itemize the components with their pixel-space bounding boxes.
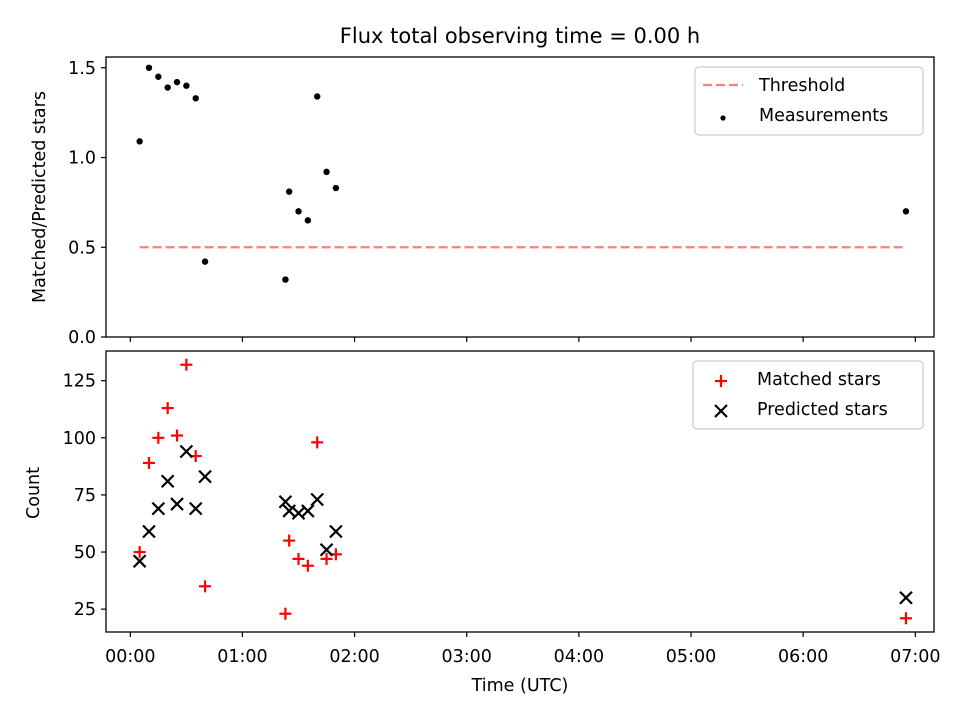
measurement-point xyxy=(201,258,209,265)
measurement-point xyxy=(304,217,312,224)
predicted-star-point xyxy=(278,495,293,509)
predicted-star-mark-b xyxy=(329,524,343,539)
chart-title: Flux total observing time = 0.00 h xyxy=(340,24,700,48)
measurement-point xyxy=(282,276,289,283)
measurement-point xyxy=(323,168,330,176)
top-y-tick-label: 0.5 xyxy=(68,238,96,258)
measurement-point xyxy=(192,95,199,102)
predicted-star-mark-b xyxy=(160,474,175,488)
x-tick-label: 06:00 xyxy=(778,647,828,667)
top-y-axis-label: Matched/Predicted stars xyxy=(30,91,50,303)
matched-star-point xyxy=(301,559,314,572)
top-legend: Threshold Measurements xyxy=(694,66,924,136)
measurement-point xyxy=(136,138,143,145)
legend-label: Measurements xyxy=(759,106,888,126)
x-tick-label: 05:00 xyxy=(666,647,716,667)
measurement-point xyxy=(183,82,190,89)
legend-matched-swatch xyxy=(715,375,727,387)
measurement-point xyxy=(902,208,910,215)
matched-star-point xyxy=(133,546,146,559)
bottom-y-tick-label: 50 xyxy=(74,543,96,563)
bottom-panel: 25 50 75 100 125 00:00 01:00 02:00 03:00 04:00 05:… xyxy=(63,350,941,667)
predicted-star-mark-b xyxy=(151,501,166,516)
x-tick-label: 04:00 xyxy=(554,647,604,667)
predicted-star-mark-b xyxy=(188,501,203,516)
measurement-point xyxy=(314,93,321,100)
bottom-y-tick-label: 125 xyxy=(63,372,96,392)
bottom-legend: Matched stars Predicted stars xyxy=(692,360,924,430)
x-tick-label: 00:00 xyxy=(105,647,155,667)
matched-star-point xyxy=(279,607,292,620)
matched-star-point xyxy=(171,429,184,442)
matched-star-point xyxy=(320,552,333,565)
predicted-star-point xyxy=(151,501,166,516)
measurement-point xyxy=(145,64,153,71)
predicted-star-point xyxy=(170,497,184,511)
predicted-star-mark-b xyxy=(179,444,194,459)
x-tick-label: 02:00 xyxy=(329,647,379,667)
predicted-star-mark-b xyxy=(310,492,324,507)
bottom-y-tick-label: 100 xyxy=(63,429,96,449)
bottom-legend-box xyxy=(692,360,924,430)
predicted-star-mark-b xyxy=(170,497,184,511)
bottom-axes-frame xyxy=(105,350,935,633)
predicted-star-mark-b xyxy=(278,495,293,509)
predicted-star-mark-b xyxy=(142,524,156,539)
predicted-star-point xyxy=(198,469,212,484)
matched-star-point xyxy=(180,358,193,371)
measurement-point xyxy=(155,73,162,80)
bottom-y-tick-label: 25 xyxy=(74,600,96,620)
legend-measurement-swatch xyxy=(720,115,726,121)
legend-label: Matched stars xyxy=(757,370,881,390)
bottom-y-tick-label: 75 xyxy=(74,486,96,506)
predicted-star-point xyxy=(329,524,343,539)
predicted-star-mark-b xyxy=(198,469,212,484)
matched-star-point xyxy=(199,580,212,593)
matched-star-point xyxy=(161,402,174,415)
predicted-star-mark-b xyxy=(291,506,306,520)
matched-star-point xyxy=(292,552,305,565)
predicted-star-mark-b xyxy=(132,554,147,568)
matched-star-point xyxy=(142,456,155,469)
top-y-tick-label: 1.5 xyxy=(68,59,96,79)
predicted-star-mark-b xyxy=(319,542,334,557)
matched-star-point xyxy=(899,612,912,625)
legend-label: Threshold xyxy=(758,76,845,96)
predicted-star-point xyxy=(142,524,156,539)
measurement-point xyxy=(164,84,171,91)
x-tick-label: 01:00 xyxy=(217,647,267,667)
measurement-point xyxy=(295,208,302,215)
top-y-tick-label: 0.0 xyxy=(68,328,96,348)
predicted-star-point xyxy=(310,492,324,507)
measurement-point xyxy=(173,78,181,86)
predicted-star-point xyxy=(301,504,315,518)
predicted-star-mark-b xyxy=(899,590,913,605)
predicted-star-mark-b xyxy=(301,504,315,518)
predicted-star-point xyxy=(179,444,194,459)
bottom-y-axis-label: Count xyxy=(24,467,44,519)
top-axes-frame xyxy=(105,56,935,338)
top-panel: 0.0 0.5 1.0 1.5 Threshold Measurements xyxy=(68,56,935,348)
matched-star-point xyxy=(152,431,165,444)
predicted-star-point xyxy=(188,501,203,516)
matched-star-point xyxy=(311,436,324,449)
matched-star-point xyxy=(283,534,296,547)
predicted-star-point xyxy=(899,590,913,605)
top-legend-box xyxy=(694,66,924,136)
measurement-point xyxy=(285,188,293,195)
x-axis-label: Time (UTC) xyxy=(471,676,569,696)
x-tick-label: 03:00 xyxy=(442,647,492,667)
legend-label: Predicted stars xyxy=(757,400,888,420)
legend-predicted-swatch-b xyxy=(714,404,728,418)
predicted-star-point xyxy=(160,474,175,488)
predicted-star-point xyxy=(319,542,334,557)
legend-predicted-swatch xyxy=(714,404,728,418)
top-y-tick-label: 1.0 xyxy=(68,149,96,169)
measurement-point xyxy=(332,184,340,192)
x-tick-label: 07:00 xyxy=(890,647,940,667)
predicted-star-point xyxy=(132,554,147,568)
